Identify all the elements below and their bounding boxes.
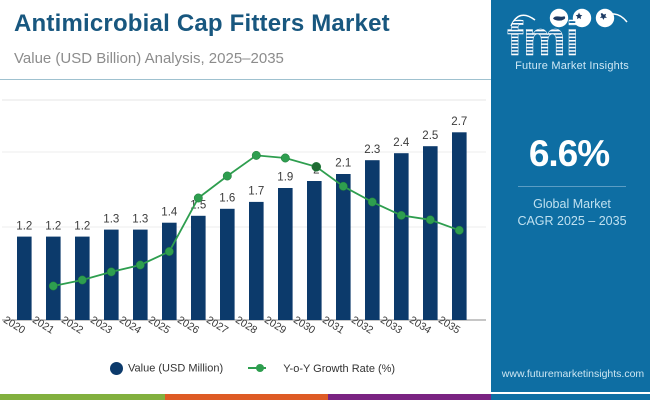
svg-text:1.2: 1.2 (45, 221, 61, 233)
svg-text:1.4: 1.4 (161, 207, 178, 219)
svg-text:1.3: 1.3 (103, 214, 119, 226)
svg-text:1.9: 1.9 (277, 172, 293, 184)
svg-text:2.5: 2.5 (422, 130, 438, 142)
svg-text:2.4: 2.4 (393, 137, 410, 149)
svg-text:1.3: 1.3 (132, 214, 148, 226)
svg-text:1.2: 1.2 (74, 221, 90, 233)
svg-text:2.1: 2.1 (335, 158, 351, 170)
svg-text:2.7: 2.7 (451, 116, 467, 128)
svg-text:1.7: 1.7 (248, 186, 264, 198)
svg-text:fmi: fmi (507, 13, 579, 62)
svg-text:1.6: 1.6 (219, 193, 235, 205)
svg-text:1.2: 1.2 (16, 221, 32, 233)
svg-text:2.3: 2.3 (364, 144, 380, 156)
